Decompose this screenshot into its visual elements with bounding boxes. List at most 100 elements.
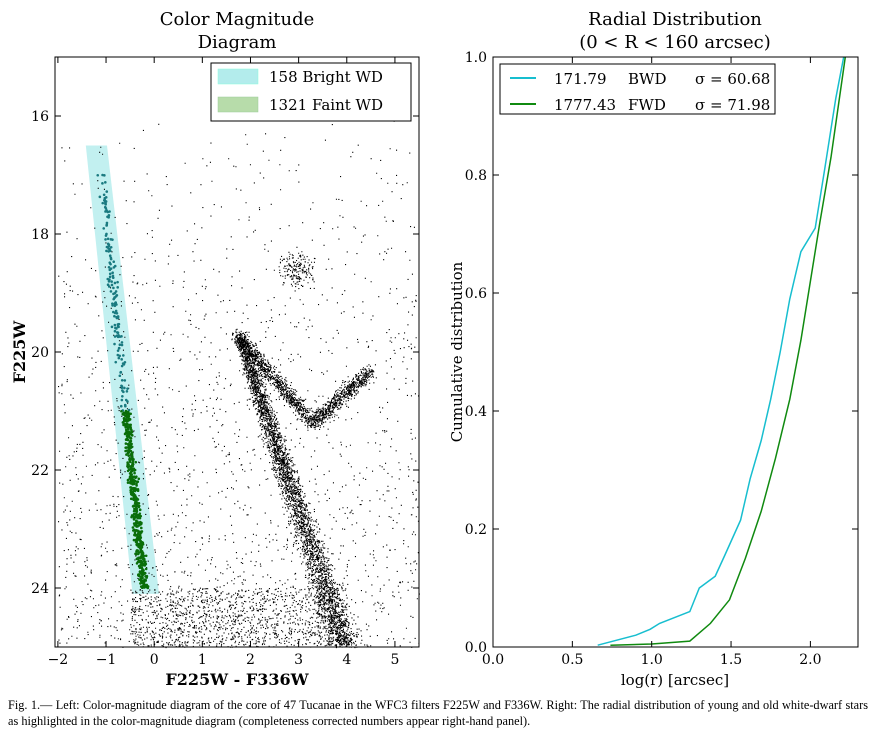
bright-wd-point — [116, 349, 120, 352]
bright-wd-point — [120, 384, 123, 388]
faint-wd-point — [129, 423, 132, 427]
bright-wd-point — [108, 268, 112, 272]
faint-wd-point — [138, 520, 142, 524]
faint-wd-point — [129, 444, 133, 447]
faint-wd-point — [129, 480, 133, 484]
bright-wd-point — [106, 283, 110, 286]
bright-wd-point — [112, 260, 116, 264]
cmd-ytick-label: 18 — [31, 227, 49, 243]
radial-xtick-label: 0.0 — [482, 652, 504, 668]
faint-wd-point — [134, 512, 137, 516]
bright-wd-point — [105, 249, 108, 253]
radial-legend-box — [499, 63, 776, 115]
bright-wd-point — [111, 238, 114, 241]
bright-wd-point — [116, 323, 120, 326]
faint-wd-point — [134, 460, 138, 464]
faint-wd-point — [134, 519, 138, 523]
faint-wd-point — [123, 424, 127, 427]
faint-wd-point — [133, 531, 137, 535]
radial-legend: 171.79 BWD σ = 60.68 1777.43 FWD σ = 71.… — [499, 63, 776, 115]
faint-wd-point — [138, 512, 142, 515]
bright-wd-point — [120, 386, 124, 390]
faint-wd-point — [135, 543, 139, 547]
bright-wd-point — [123, 379, 127, 382]
figure-plots: Color Magnitude Diagram −2 −1 0 1 2 3 4 5 16 18 20… — [10, 9, 859, 689]
faint-wd-point — [137, 545, 141, 549]
faint-wd-point — [129, 442, 133, 446]
faint-wd-point — [131, 491, 135, 495]
bright-wd-point — [112, 310, 115, 314]
bright-wd-point — [115, 311, 119, 315]
bright-wd-point — [101, 182, 104, 185]
bright-wd-point — [113, 323, 117, 327]
faint-wd-point — [132, 517, 136, 520]
bright-wd-point — [125, 390, 129, 393]
bright-wd-point — [120, 341, 124, 344]
radial-ytick-label: 0.6 — [465, 286, 487, 302]
bright-wd-point — [108, 254, 112, 257]
faint-wd-point — [127, 432, 130, 436]
bright-wd-point — [118, 343, 122, 347]
faint-wd-point — [144, 579, 147, 582]
faint-wd-point — [124, 438, 128, 441]
bright-wd-point — [112, 286, 115, 290]
faint-wd-point — [134, 509, 138, 512]
faint-wd-point — [124, 431, 128, 434]
faint-wd-point — [137, 551, 141, 554]
faint-wd-point — [134, 499, 138, 503]
faint-wd-point — [127, 447, 131, 451]
faint-wd-point — [133, 533, 136, 537]
faint-wd-point — [139, 579, 143, 582]
faint-wd-point — [140, 563, 144, 566]
bright-wd-point — [119, 370, 123, 374]
bright-wd-point — [104, 210, 107, 213]
fwd-number: 1777.43 — [554, 96, 616, 114]
faint-wd-point — [125, 415, 129, 419]
radial-xtick-label: 2.0 — [799, 652, 821, 668]
faint-wd-point — [133, 471, 136, 475]
faint-wd-point — [144, 567, 148, 571]
faint-wd-point — [129, 437, 133, 440]
faint-wd-point — [131, 464, 134, 468]
faint-wd-point — [135, 482, 138, 486]
bright-wd-point — [118, 374, 122, 378]
radial-ytick-label: 0.8 — [465, 168, 487, 184]
bright-wd-point — [109, 256, 113, 260]
cmd-xtick-label: 4 — [342, 652, 351, 668]
bright-wd-point — [113, 296, 116, 300]
faint-wd-point — [129, 478, 133, 482]
bright-wd-point — [126, 387, 129, 390]
cmd-xtick-label: 0 — [150, 652, 159, 668]
bright-wd-point — [110, 283, 114, 287]
bright-wd-point — [112, 266, 116, 269]
bright-wd-point — [113, 335, 117, 338]
legend-faint-wd: 1321 Faint WD — [269, 96, 383, 114]
faint-wd-point — [136, 504, 139, 508]
faint-wd-point — [141, 557, 145, 561]
faint-wd-point — [125, 453, 128, 456]
faint-wd-point — [141, 555, 144, 559]
faint-wd-point — [138, 542, 142, 546]
faint-wd-point — [131, 461, 134, 465]
faint-wd-point — [134, 540, 138, 544]
radial-ytick-label: 0.0 — [465, 640, 487, 656]
radial-title-line2: (0 < R < 160 arcsec) — [579, 32, 771, 53]
faint-wd-point — [122, 413, 126, 416]
faint-wd-point — [126, 442, 130, 446]
faint-wd-point — [129, 470, 133, 474]
radial-panel: Radial Distribution (0 < R < 160 arcsec)… — [448, 9, 859, 689]
faint-wd-point — [127, 450, 131, 454]
faint-wd-point — [132, 529, 135, 532]
bright-wd-point — [106, 237, 110, 241]
bright-wd-point — [103, 174, 106, 177]
bright-wd-point — [123, 360, 127, 364]
faint-wd-point — [127, 418, 130, 421]
bright-wd-point — [102, 227, 106, 230]
bright-wd-point — [117, 356, 121, 360]
faint-wd-point — [132, 467, 135, 471]
faint-wd-point — [129, 412, 132, 416]
bwd-cdf-line — [597, 56, 845, 646]
cmd-ytick-label: 24 — [31, 581, 49, 597]
faint-wd-point — [124, 446, 127, 449]
